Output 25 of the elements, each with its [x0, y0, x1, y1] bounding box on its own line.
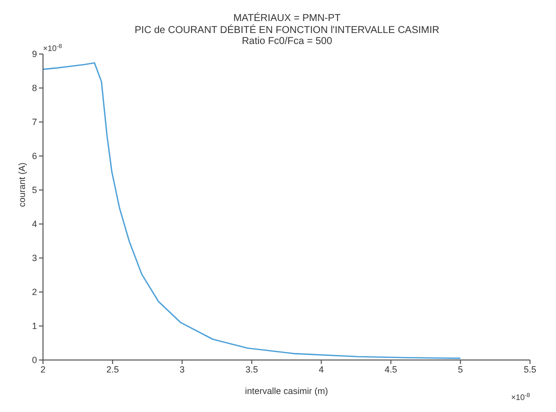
- y-tick-label: 4: [32, 219, 37, 230]
- y-tick-label: 5: [32, 185, 37, 196]
- y-axis-title: courant (A): [17, 162, 28, 207]
- x-tick-label: 3: [180, 364, 185, 374]
- y-tick-label: 7: [32, 117, 37, 128]
- y-tick-label: 8: [32, 83, 37, 94]
- x-tick-label: 5.5: [524, 364, 536, 374]
- y-tick-label: 0: [32, 355, 37, 366]
- x-tick-label: 4: [318, 364, 324, 374]
- x-tick-label: 2: [40, 364, 46, 374]
- x-tick-label: 3.5: [245, 364, 258, 374]
- y-tick-label: 3: [32, 253, 37, 264]
- y-tick-label: 2: [32, 287, 37, 298]
- x-tick-label: 4.5: [384, 364, 398, 374]
- y-tick-label: 6: [32, 151, 37, 162]
- x-tick-label: 2.5: [106, 364, 119, 374]
- y-tick-label: 1: [32, 321, 37, 332]
- line-series: [43, 62, 462, 359]
- chart-subtitle: PIC de COURANT DÉBITÉ EN FONCTION l'INTERVALLE CASIMIR Ratio Fc0/Fca = 500: [134, 24, 440, 47]
- text: ×10$^{-8}$: [511, 392, 531, 402]
- y-tick-label: 9: [32, 49, 37, 60]
- text: ×10$^{-8}$: [43, 43, 63, 53]
- x-tick-label: 5: [458, 364, 463, 374]
- chart-title: MATÉRIAUX = PMN-PT: [233, 12, 341, 24]
- x-axis-title: intervalle casimir (m): [244, 386, 328, 396]
